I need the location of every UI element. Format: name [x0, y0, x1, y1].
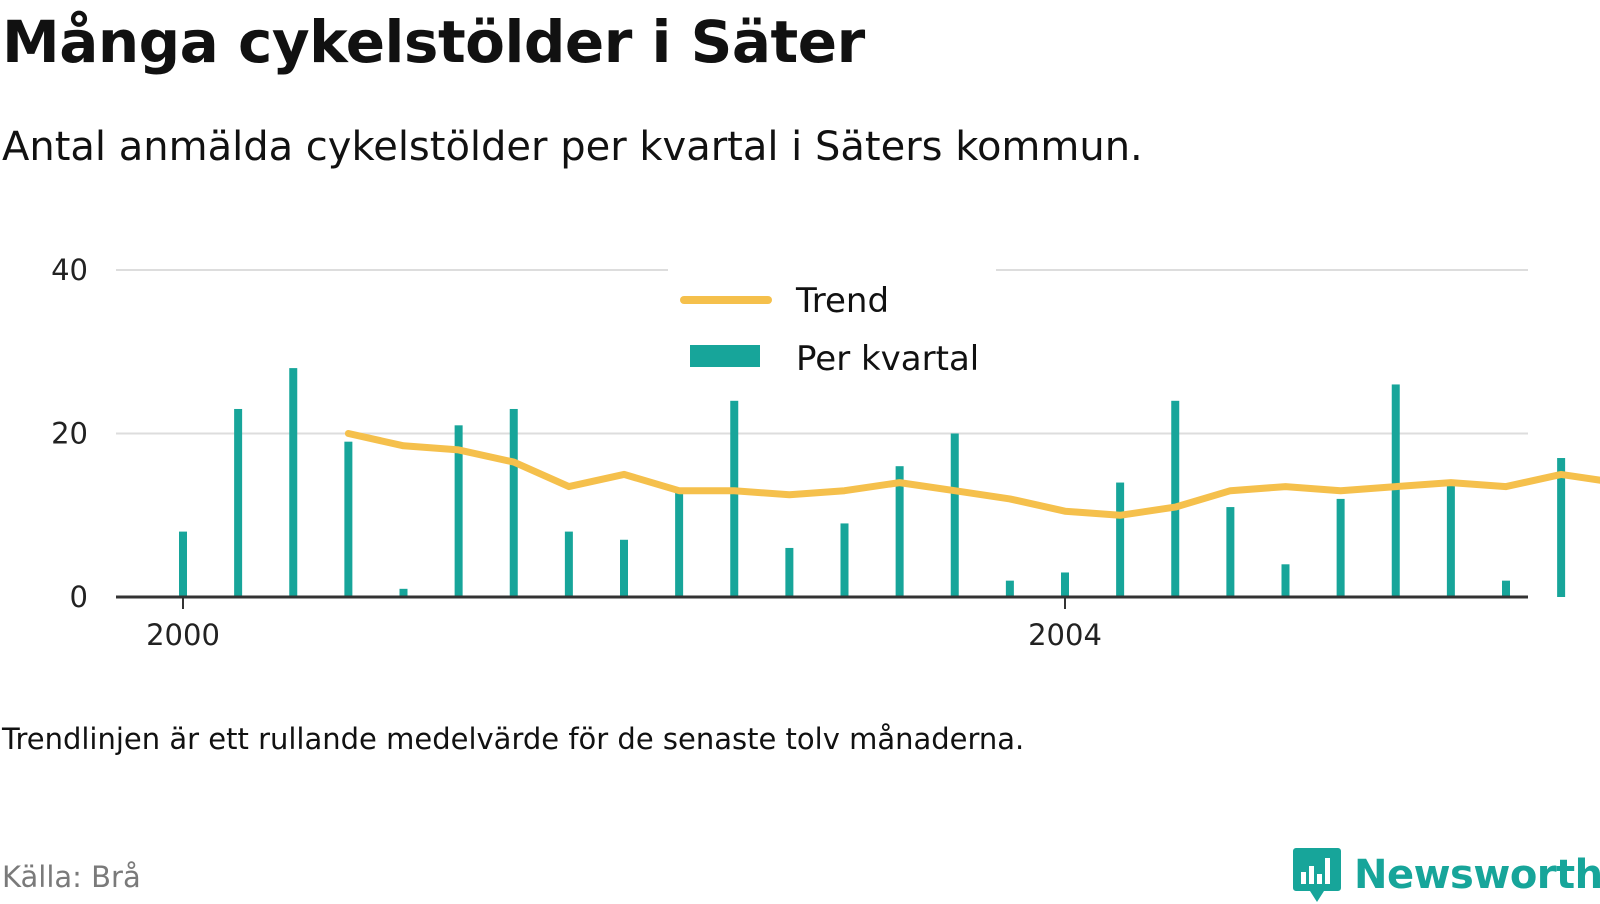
y-tick-label: 0	[70, 580, 88, 614]
bar	[454, 425, 463, 597]
bar	[675, 490, 684, 597]
legend-bars-label: Per kvartal	[796, 339, 979, 379]
bar	[1502, 580, 1510, 597]
bar	[399, 588, 408, 597]
bar	[1446, 482, 1455, 597]
bar	[1226, 507, 1235, 597]
footnote: Trendlinjen är ett rullande medelvärde f…	[2, 722, 1025, 756]
legend-bars-swatch	[690, 345, 760, 367]
legend-trend-label: Trend	[795, 281, 889, 321]
chart-subtitle: Antal anmälda cykelstölder per kvartal i…	[2, 124, 1143, 170]
bar	[509, 408, 518, 597]
bar	[289, 368, 298, 597]
source-credit: Källa: Brå	[2, 860, 141, 894]
y-tick-label: 20	[51, 417, 88, 451]
bar-series	[179, 368, 1566, 597]
bar	[344, 441, 353, 597]
bar	[1061, 572, 1069, 597]
trend-series	[344, 430, 1600, 519]
bar	[1005, 580, 1014, 597]
bar	[564, 531, 573, 597]
bar	[950, 433, 959, 597]
bar	[179, 531, 187, 597]
bar	[620, 539, 628, 597]
bar	[785, 547, 794, 597]
y-axis: 0 20 40	[51, 253, 88, 614]
bar	[1557, 458, 1566, 597]
bar	[895, 466, 904, 597]
newsworthy-logo-icon	[1293, 848, 1341, 902]
brand-name: Newsworthy	[1354, 852, 1600, 898]
bar	[730, 400, 739, 597]
x-tick-label: 2004	[1028, 618, 1102, 652]
bar	[840, 523, 849, 597]
bar	[1281, 564, 1290, 597]
bar	[1116, 482, 1125, 597]
bar	[234, 408, 243, 597]
brand-logo: Newsworthy	[1292, 846, 1600, 904]
x-axis: 2000200420082012201620202023	[146, 597, 1102, 652]
bar	[1336, 498, 1345, 597]
legend: Trend Per kvartal	[668, 266, 996, 384]
x-tick-label: 2000	[146, 618, 220, 652]
y-tick-label: 40	[51, 253, 88, 287]
chart-title: Många cykelstölder i Säter	[2, 8, 865, 76]
trend-line-segment	[344, 430, 1600, 519]
bar	[1171, 400, 1180, 597]
bar	[1391, 384, 1400, 597]
